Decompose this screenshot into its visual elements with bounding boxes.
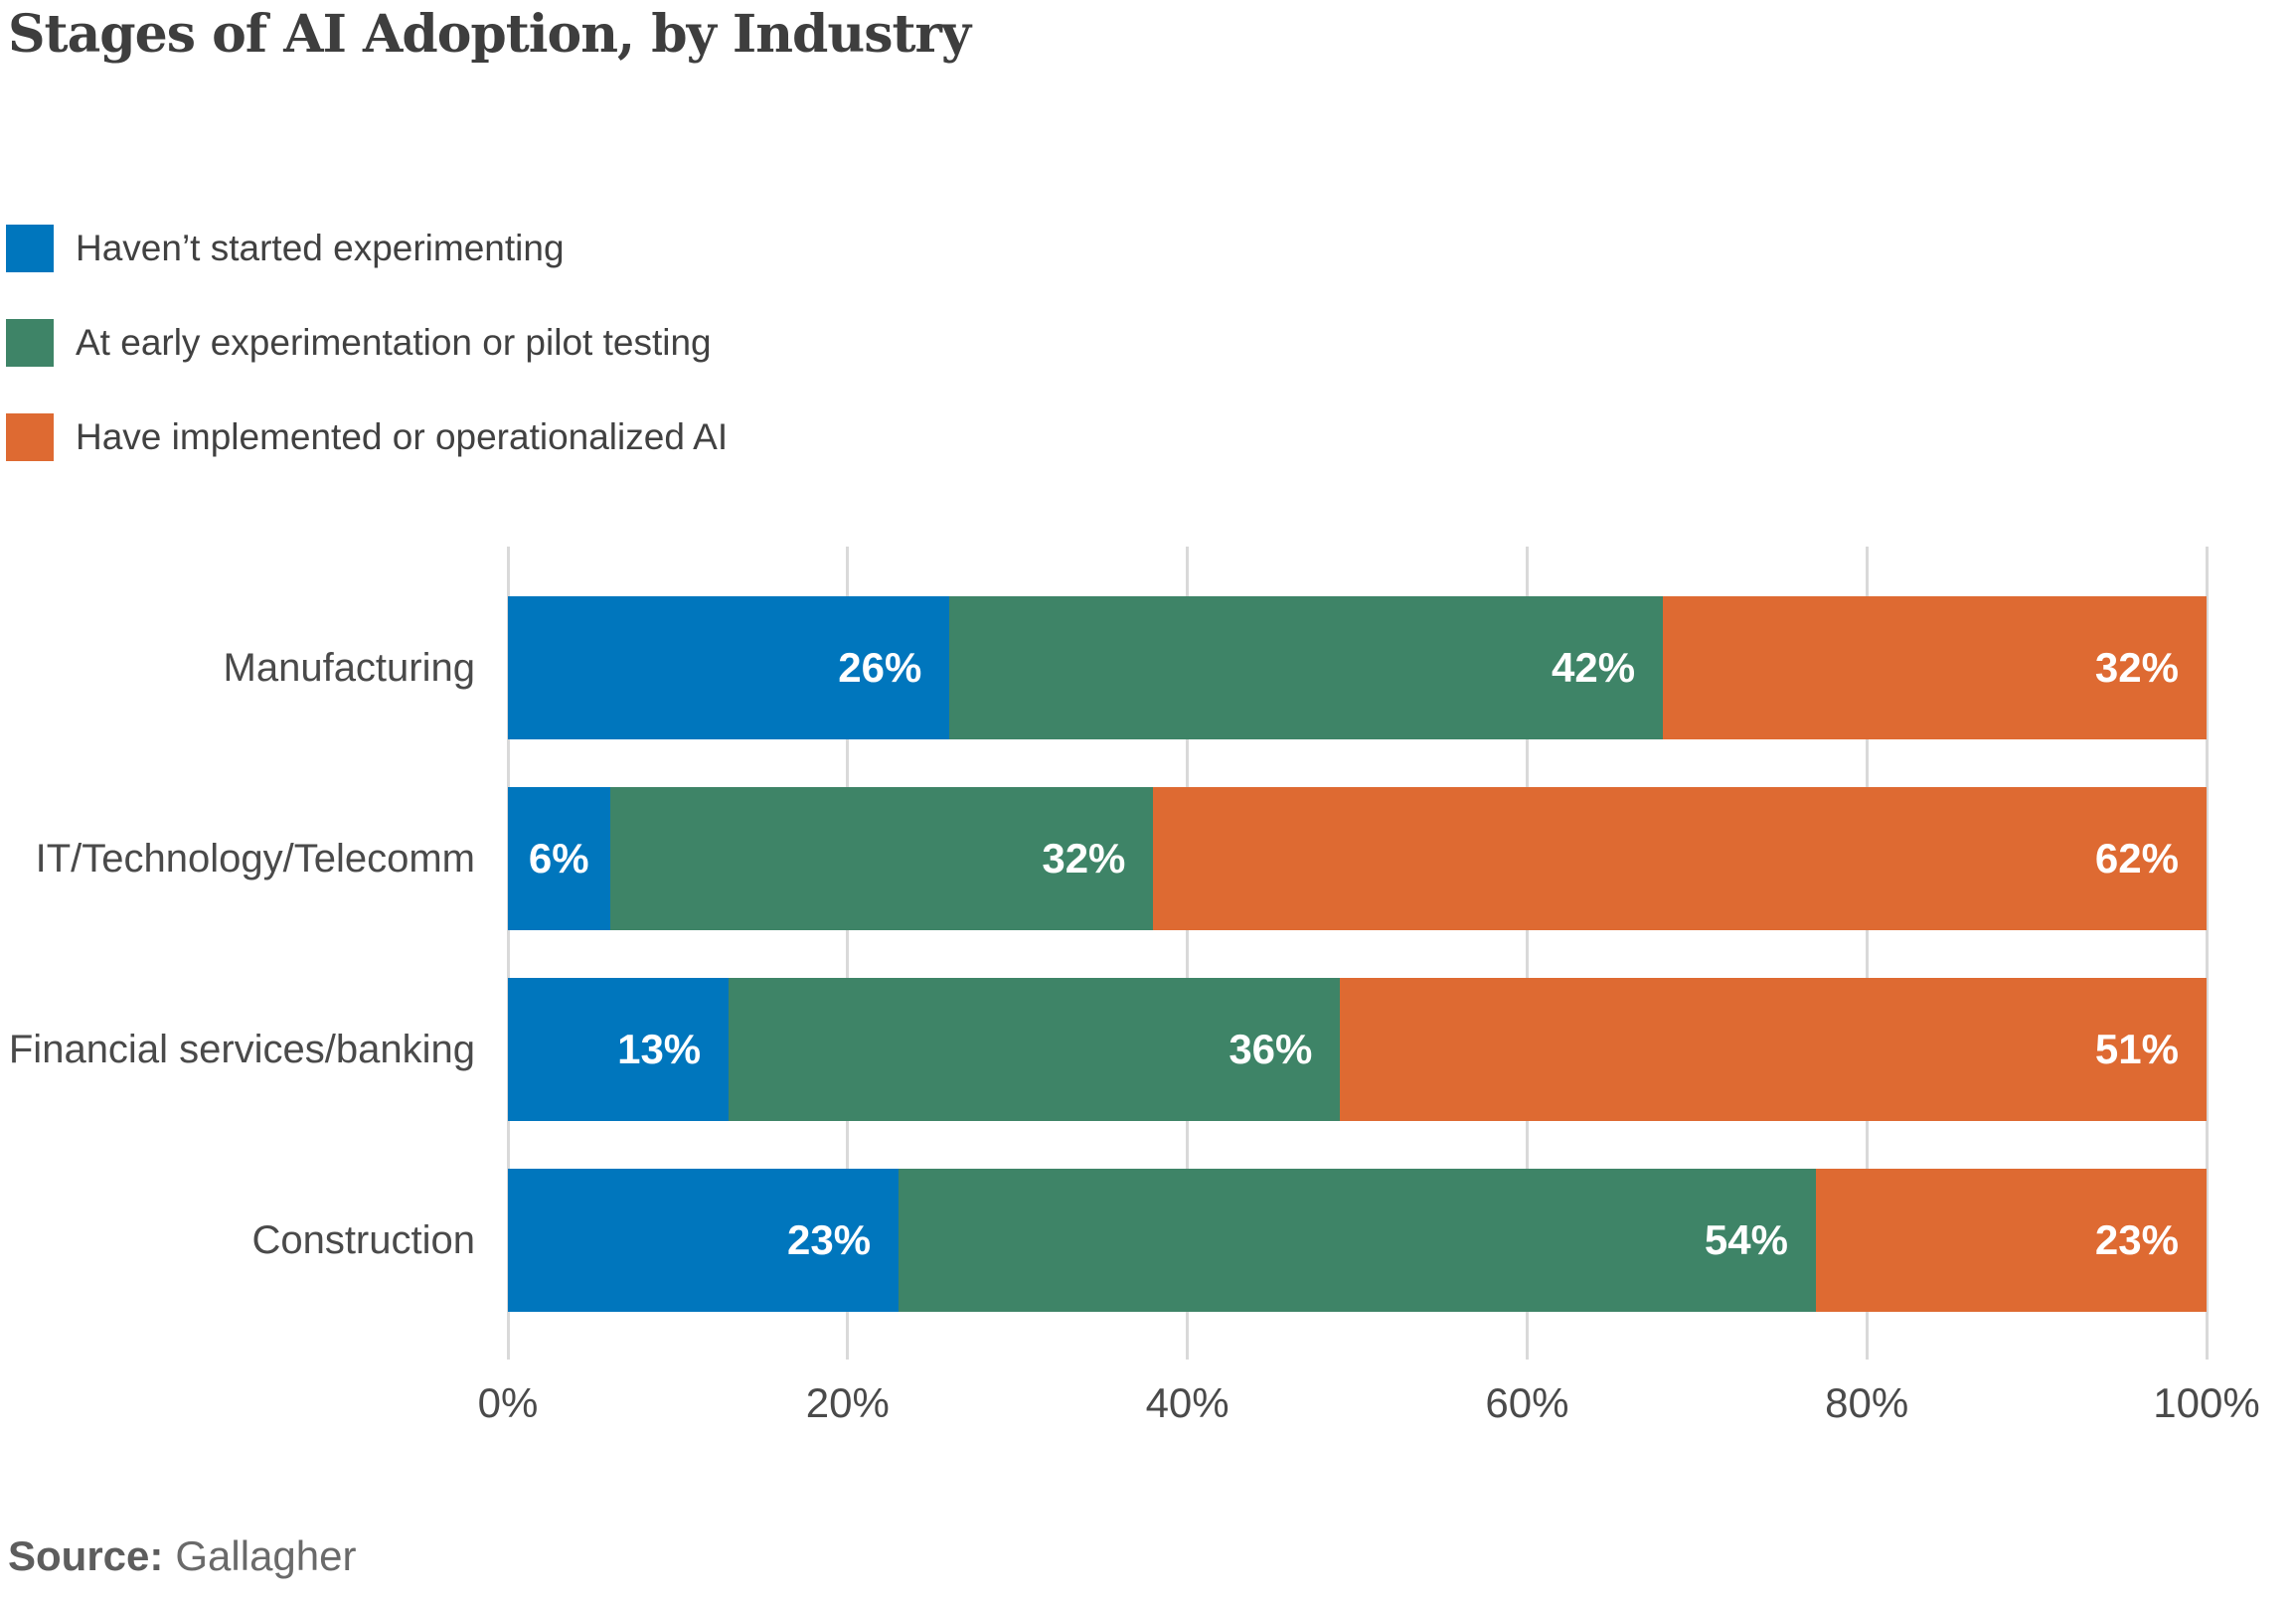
x-tick-label: 80% [1825, 1379, 1909, 1426]
bar-segment: 32% [609, 787, 1154, 930]
legend-swatch-icon [6, 319, 54, 367]
bar-segment: 36% [729, 978, 1341, 1121]
bar-segment: 54% [899, 1169, 1816, 1312]
value-label: 32% [2094, 644, 2179, 691]
legend-label: Have implemented or operationalized AI [76, 416, 729, 457]
gridline [2205, 547, 2209, 1360]
chart-title: Stages of AI Adoption, by Industry [8, 4, 971, 65]
gridline [506, 547, 510, 1360]
source-line: Source: Gallagher [8, 1532, 356, 1580]
bar-track: 26% 42% 32% [508, 596, 2207, 739]
x-tick-label: 20% [805, 1379, 890, 1426]
value-label: 32% [1042, 835, 1126, 882]
bar-segment: 13% [508, 978, 730, 1121]
bar-row: Manufacturing 26% 42% 32% [0, 596, 2207, 739]
bar-row: Financial services/banking 13% 36% 51% [0, 978, 2207, 1121]
plot-area [506, 547, 2209, 1360]
value-label: 26% [838, 644, 922, 691]
rows: Manufacturing 26% 42% 32% IT/Technology/Tele… [0, 547, 2207, 1360]
category-label: Construction [251, 1217, 475, 1262]
source-value: Gallagher [175, 1532, 357, 1579]
legend-label: Haven’t started experimenting [76, 228, 565, 268]
category-label: Manufacturing [223, 645, 475, 690]
legend-item: At early experimentation or pilot testin… [6, 319, 728, 367]
x-tick-label: 40% [1145, 1379, 1230, 1426]
legend-item: Have implemented or operationalized AI [6, 413, 728, 461]
value-label: 23% [787, 1216, 872, 1263]
legend-item: Haven’t started experimenting [6, 225, 728, 272]
category-label: Financial services/banking [8, 1027, 475, 1071]
value-label: 36% [1229, 1026, 1313, 1072]
gridline [1186, 547, 1190, 1360]
category-label: IT/Technology/Telecomm [35, 836, 475, 881]
x-tick-label: 60% [1485, 1379, 1569, 1426]
value-label: 54% [1704, 1216, 1788, 1263]
bar-row: Construction 23% 54% 23% [0, 1169, 2207, 1312]
legend-swatch-icon [6, 225, 54, 272]
legend: Haven’t started experimenting At early ex… [6, 225, 728, 508]
bar-segment: 42% [949, 596, 1664, 739]
bar-segment: 23% [508, 1169, 900, 1312]
x-tick-label: 0% [477, 1379, 539, 1426]
bar-segment: 26% [508, 596, 950, 739]
bar-segment: 62% [1153, 787, 2207, 930]
value-label: 13% [617, 1026, 702, 1072]
gridline [1865, 547, 1869, 1360]
bar-track: 13% 36% 51% [508, 978, 2207, 1121]
bar-segment: 6% [508, 787, 610, 930]
legend-swatch-icon [6, 413, 54, 461]
x-tick-label: 100% [2153, 1379, 2260, 1426]
value-label: 6% [528, 835, 589, 882]
value-label: 62% [2094, 835, 2179, 882]
value-label: 51% [2094, 1026, 2179, 1072]
bar-segment: 32% [1663, 596, 2207, 739]
gridline [846, 547, 850, 1360]
bar-track: 23% 54% 23% [508, 1169, 2207, 1312]
bar-row: IT/Technology/Telecomm 6% 32% 62% [0, 787, 2207, 930]
bar-segment: 51% [1340, 978, 2207, 1121]
source-label: Source: [8, 1532, 164, 1579]
legend-label: At early experimentation or pilot testin… [76, 322, 712, 363]
gridline [1525, 547, 1529, 1360]
value-label: 42% [1552, 644, 1636, 691]
value-label: 23% [2094, 1216, 2179, 1263]
x-axis: 0% 20% 40% 60% 80% 100% [478, 1379, 2260, 1439]
bar-track: 6% 32% 62% [508, 787, 2207, 930]
bar-segment: 23% [1815, 1169, 2207, 1312]
